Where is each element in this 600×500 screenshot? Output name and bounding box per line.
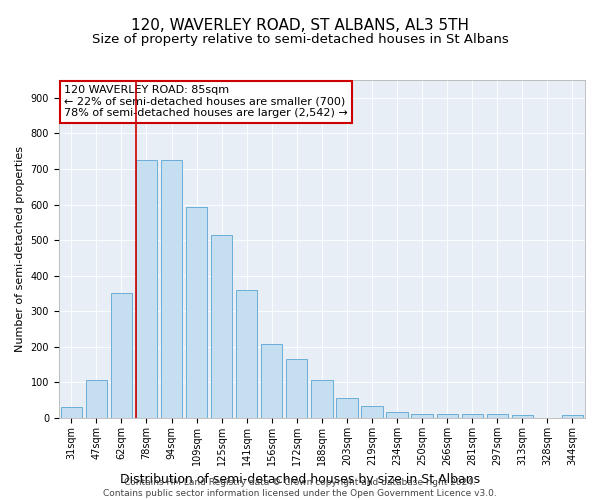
Bar — [386, 412, 408, 418]
Bar — [161, 160, 182, 418]
Text: 120 WAVERLEY ROAD: 85sqm
← 22% of semi-detached houses are smaller (700)
78% of : 120 WAVERLEY ROAD: 85sqm ← 22% of semi-d… — [64, 85, 348, 118]
Text: Distribution of semi-detached houses by size in St Albans: Distribution of semi-detached houses by … — [120, 472, 480, 486]
Bar — [361, 406, 383, 418]
Bar — [136, 160, 157, 418]
Bar — [461, 414, 483, 418]
Text: Size of property relative to semi-detached houses in St Albans: Size of property relative to semi-detach… — [92, 32, 508, 46]
Text: 120, WAVERLEY ROAD, ST ALBANS, AL3 5TH: 120, WAVERLEY ROAD, ST ALBANS, AL3 5TH — [131, 18, 469, 32]
Bar — [211, 235, 232, 418]
Text: Contains HM Land Registry data © Crown copyright and database right 2024.
Contai: Contains HM Land Registry data © Crown c… — [103, 478, 497, 498]
Bar — [412, 414, 433, 418]
Bar — [311, 380, 332, 418]
Bar — [487, 414, 508, 418]
Bar — [261, 344, 283, 418]
Bar — [512, 415, 533, 418]
Bar — [61, 408, 82, 418]
Bar — [286, 360, 307, 418]
Bar — [336, 398, 358, 418]
Bar — [236, 290, 257, 418]
Bar — [86, 380, 107, 418]
Bar — [186, 208, 207, 418]
Bar — [111, 294, 132, 418]
Bar — [562, 415, 583, 418]
Y-axis label: Number of semi-detached properties: Number of semi-detached properties — [15, 146, 25, 352]
Bar — [437, 414, 458, 418]
